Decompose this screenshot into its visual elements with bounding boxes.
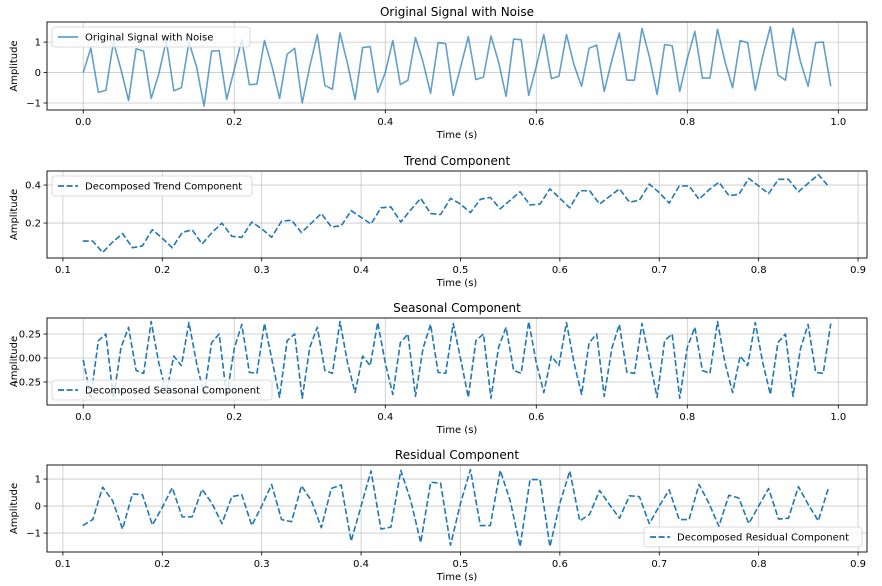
chart-title: Seasonal Component [393, 301, 521, 315]
legend-label: Decomposed Seasonal Component [85, 386, 260, 397]
x-tick-label: 1.0 [830, 117, 846, 128]
x-tick-label: 0.0 [75, 412, 91, 423]
subplot-4: 0.1 0.2 0.3 0.4 0.5 0.6 0.7 0.8 0.9 −1 0 1 Residual … [9, 448, 868, 583]
y-tick-label: 1 [35, 475, 41, 486]
legend: Original Signal with Noise [51, 26, 251, 48]
axes-frame [46, 170, 868, 259]
series-line [82, 468, 830, 548]
x-tick-label: 0.5 [453, 265, 469, 276]
legend: Decomposed Residual Component [643, 526, 863, 548]
legend: Decomposed Trend Component [51, 175, 253, 197]
axes-frame [46, 21, 868, 111]
x-tick-label: 0.8 [751, 559, 767, 570]
x-tick-label: 0.7 [651, 265, 667, 276]
x-tick-label: 1.0 [830, 412, 846, 423]
y-tick-label: 0.4 [25, 181, 41, 192]
legend-box [51, 26, 251, 48]
x-tick-label: 0.2 [226, 412, 242, 423]
x-axis-label: Time (s) [436, 278, 478, 289]
axes-frame [46, 317, 868, 406]
x-tick-label: 0.5 [453, 559, 469, 570]
x-tick-label: 0.4 [353, 265, 369, 276]
y-tick-label: 0.00 [19, 353, 41, 364]
legend: Decomposed Seasonal Component [51, 379, 273, 401]
legend-label: Decomposed Trend Component [85, 182, 242, 193]
x-tick-label: 0.6 [552, 559, 568, 570]
x-tick-label: 0.8 [751, 265, 767, 276]
y-tick-label: −1 [26, 98, 41, 109]
chart-title: Residual Component [395, 448, 519, 462]
legend-label: Original Signal with Noise [85, 33, 213, 44]
x-axis-label: Time (s) [436, 425, 478, 436]
y-tick-label: 0.2 [25, 219, 41, 230]
x-tick-label: 0.1 [55, 265, 71, 276]
y-axis-label: Amplitude [9, 483, 20, 534]
y-tick-label: 0 [35, 68, 41, 79]
x-axis-label: Time (s) [436, 130, 478, 141]
x-tick-label: 0.4 [377, 412, 393, 423]
chart-title: Trend Component [403, 154, 511, 168]
axes-frame [46, 464, 868, 553]
x-tick-label: 0.6 [528, 412, 544, 423]
y-axis-label: Amplitude [9, 336, 20, 387]
x-tick-label: 0.0 [75, 117, 91, 128]
chart-title: Original Signal with Noise [380, 5, 534, 19]
legend-box [51, 379, 273, 401]
x-tick-label: 0.6 [552, 265, 568, 276]
series-line [82, 26, 832, 107]
x-tick-label: 0.3 [254, 559, 270, 570]
x-tick-label: 0.4 [353, 559, 369, 570]
y-tick-label: −0.25 [10, 377, 41, 388]
x-tick-label: 0.7 [651, 559, 667, 570]
subplot-2: 0.1 0.2 0.3 0.4 0.5 0.6 0.7 0.8 0.9 0.2 0.4 Trend C… [9, 154, 868, 289]
y-tick-label: 0.25 [19, 330, 41, 341]
y-axis-label: Amplitude [9, 40, 20, 91]
x-tick-label: 0.2 [226, 117, 242, 128]
subplot-1: 0.0 0.2 0.4 0.6 0.8 1.0 −1 0 1 Original Signal wi… [9, 5, 868, 141]
y-tick-label: −1 [26, 529, 41, 540]
y-axis-label: Amplitude [9, 189, 20, 240]
x-tick-label: 0.4 [377, 117, 393, 128]
x-axis-label: Time (s) [436, 572, 478, 583]
x-tick-label: 0.8 [679, 412, 695, 423]
legend-label: Decomposed Residual Component [677, 533, 849, 544]
x-tick-label: 0.9 [850, 559, 866, 570]
legend-box [51, 175, 253, 197]
series-line [82, 173, 829, 254]
series-line [82, 320, 832, 400]
x-tick-label: 0.2 [154, 265, 170, 276]
x-tick-label: 0.6 [528, 117, 544, 128]
y-tick-label: 0 [35, 502, 41, 513]
x-tick-label: 0.3 [254, 265, 270, 276]
x-tick-label: 0.8 [679, 117, 695, 128]
legend-box [643, 526, 863, 548]
x-tick-label: 0.1 [55, 559, 71, 570]
x-tick-label: 0.2 [154, 559, 170, 570]
subplot-3: 0.0 0.2 0.4 0.6 0.8 1.0 −0.25 0.00 0.25 Seasonal … [9, 301, 868, 436]
x-tick-label: 0.9 [850, 265, 866, 276]
y-tick-label: 1 [35, 38, 41, 49]
